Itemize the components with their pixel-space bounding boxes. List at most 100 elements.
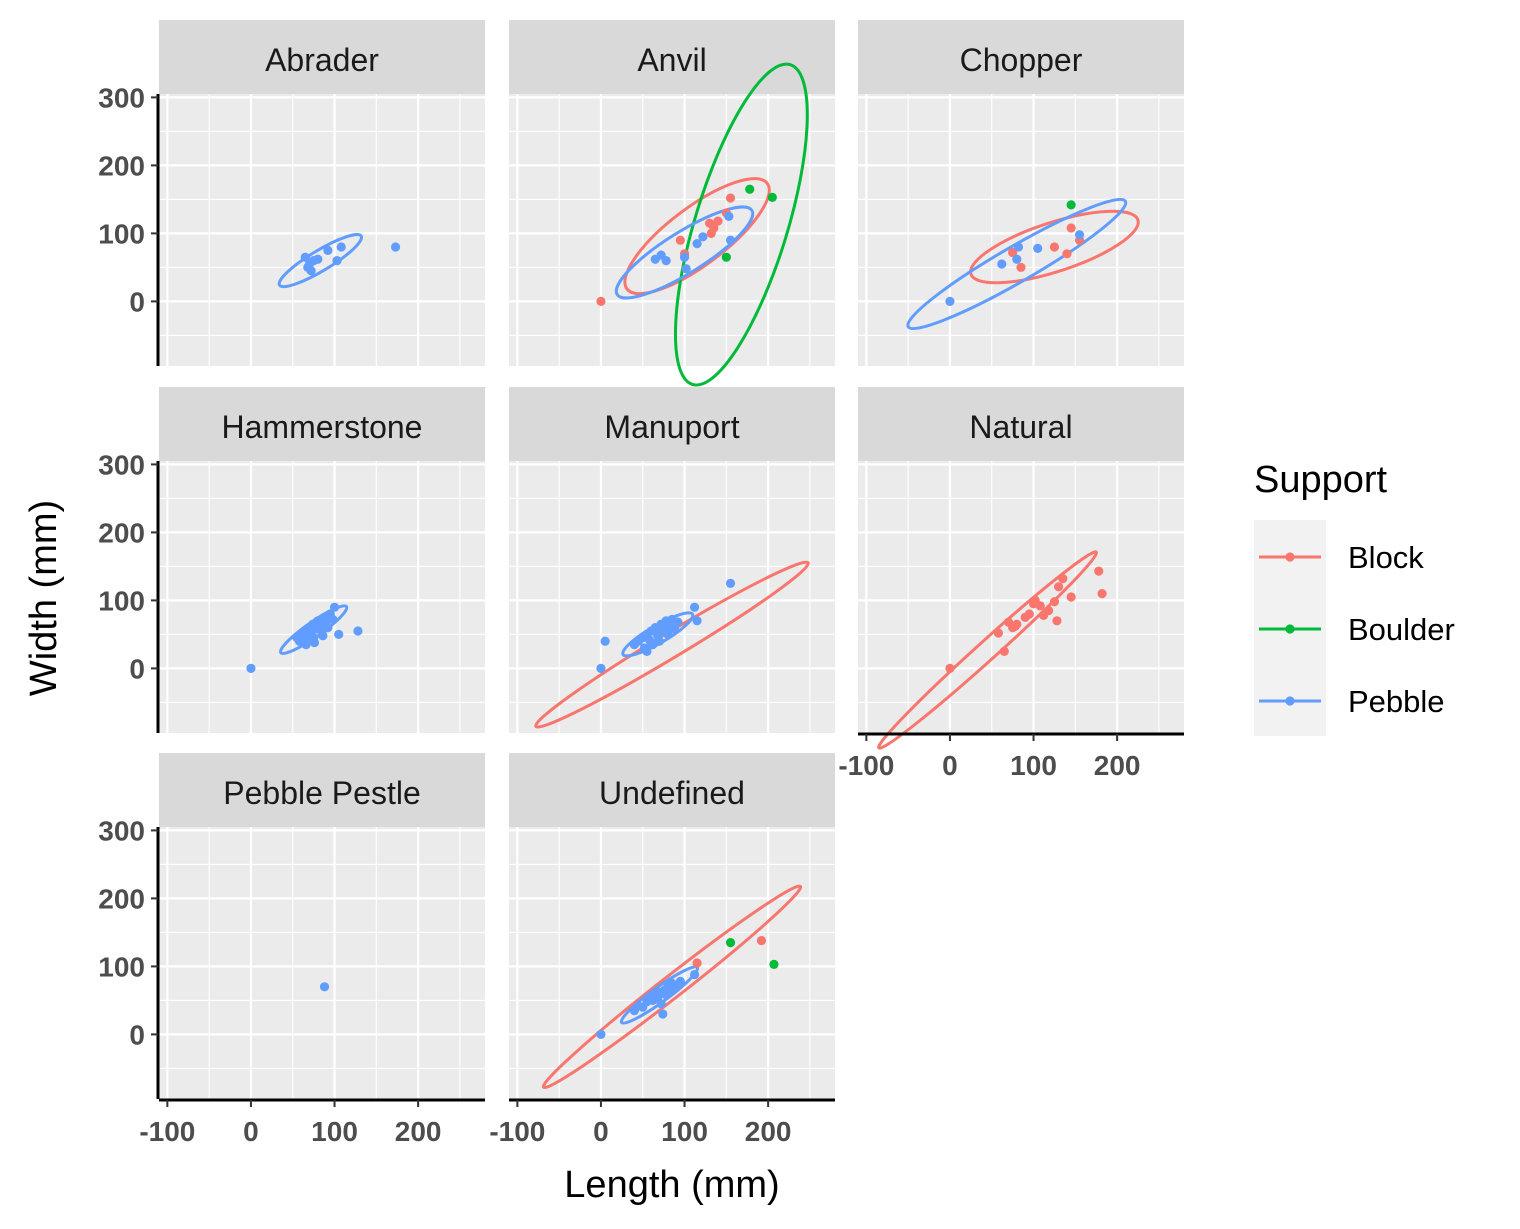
facet-strip — [159, 387, 485, 461]
panel-background — [509, 94, 835, 366]
point-block — [1012, 619, 1022, 629]
gridlines — [509, 827, 835, 1099]
ellipse-block — [541, 884, 803, 1090]
point-block — [1097, 589, 1107, 599]
point-pebble — [681, 264, 691, 274]
point-boulder — [721, 252, 731, 262]
point-block — [1062, 249, 1072, 259]
point-block — [1043, 606, 1054, 616]
panel-background — [159, 461, 485, 733]
point-pebble — [724, 211, 734, 221]
ellipse-block — [877, 550, 1098, 750]
facet-strip-label: Undefined — [599, 775, 745, 811]
point-pebble — [656, 999, 666, 1009]
panel-background — [159, 827, 485, 1099]
point-block — [709, 223, 719, 233]
x-tick-label: 200 — [1094, 750, 1141, 781]
legend-key-point — [1285, 552, 1295, 562]
facet-strip-label: Hammerstone — [222, 409, 423, 445]
point-pebble — [323, 623, 333, 633]
y-tick-label: 300 — [98, 82, 145, 113]
y-tick-label: 200 — [98, 517, 145, 548]
point-pebble — [669, 624, 680, 634]
point-block — [1024, 609, 1034, 619]
point-pebble — [646, 637, 656, 648]
point-pebble — [328, 614, 338, 625]
legend-label: Pebble — [1348, 684, 1445, 719]
legend: Support Block Boulder Pebble — [1254, 459, 1455, 736]
panel-background — [509, 461, 835, 733]
gridlines — [159, 94, 485, 366]
legend-key-point — [1285, 696, 1295, 706]
point-pebble — [661, 256, 671, 266]
legend-label: Boulder — [1348, 612, 1455, 647]
point-pebble — [313, 254, 323, 264]
point-pebble — [334, 629, 344, 640]
legend-item-pebble: Pebble — [1259, 684, 1445, 719]
point-block — [999, 646, 1009, 657]
point-pebble — [725, 235, 736, 245]
point-boulder — [1066, 200, 1076, 210]
point-block — [1016, 262, 1026, 272]
point-pebble — [1013, 242, 1024, 252]
point-boulder — [745, 184, 755, 194]
point-pebble — [329, 602, 340, 612]
x-tick-label: -100 — [489, 1116, 545, 1147]
point-pebble — [997, 259, 1007, 269]
point-pebble — [642, 646, 652, 657]
facet-manuport: Manuport — [509, 387, 835, 733]
point-block — [725, 193, 736, 203]
point-pebble — [689, 969, 700, 980]
point-block — [692, 958, 702, 968]
point-pebble — [1033, 243, 1043, 253]
point-pebble — [246, 663, 256, 674]
facet-strip-label: Natural — [969, 409, 1072, 445]
facet-chopper: Chopper — [858, 20, 1184, 366]
y-tick-label: 0 — [129, 1019, 145, 1050]
point-block — [1052, 616, 1062, 626]
point-block — [1035, 601, 1045, 611]
point-pebble — [698, 232, 708, 242]
facet-strip — [509, 20, 835, 94]
point-pebble — [689, 602, 700, 612]
facet-abrader: Abrader — [159, 20, 485, 366]
point-block — [1066, 592, 1076, 602]
facet-hammerstone: Hammerstone — [159, 387, 485, 733]
y-tick-label: 100 — [98, 218, 145, 249]
y-axis-title: Width (mm) — [23, 500, 65, 696]
facet-panels: Abrader Anvil Chopper Hammerstone Manuport Na… — [159, 20, 1184, 1099]
ellipse-pebble — [614, 205, 755, 300]
panel-background — [509, 827, 835, 1099]
point-block — [993, 628, 1004, 638]
x-axis: -100 0 100 200 — [838, 732, 1184, 781]
legend-item-boulder: Boulder — [1259, 612, 1455, 647]
facet-strip — [858, 387, 1184, 461]
facet-strip — [159, 753, 485, 827]
point-pebble — [692, 616, 702, 626]
point-pebble — [336, 242, 346, 252]
x-tick-label: 0 — [593, 1116, 609, 1147]
y-tick-label: 0 — [129, 286, 145, 317]
facet-strip — [509, 753, 835, 827]
legend-key-point — [1285, 624, 1295, 634]
facet-strip-label: Pebble Pestle — [223, 775, 420, 811]
point-pebble — [353, 626, 363, 636]
x-tick-label: -100 — [139, 1116, 195, 1147]
point-block — [1094, 566, 1104, 576]
x-tick-label: 0 — [942, 750, 958, 781]
point-pebble — [692, 239, 702, 249]
x-tick-label: 0 — [243, 1116, 259, 1147]
point-pebble — [596, 1029, 606, 1039]
ellipse-pebble — [277, 233, 364, 289]
x-tick-label: 200 — [745, 1116, 792, 1147]
facet-strip — [159, 20, 485, 94]
point-pebble — [319, 982, 330, 992]
point-pebble — [1074, 230, 1085, 240]
point-block — [596, 296, 606, 306]
facet-pebble-pestle: Pebble Pestle — [159, 753, 485, 1099]
panel-background — [858, 461, 1184, 733]
point-boulder — [725, 938, 736, 948]
point-block — [1058, 574, 1068, 584]
point-pebble — [654, 636, 665, 646]
y-tick-label: 100 — [98, 585, 145, 616]
